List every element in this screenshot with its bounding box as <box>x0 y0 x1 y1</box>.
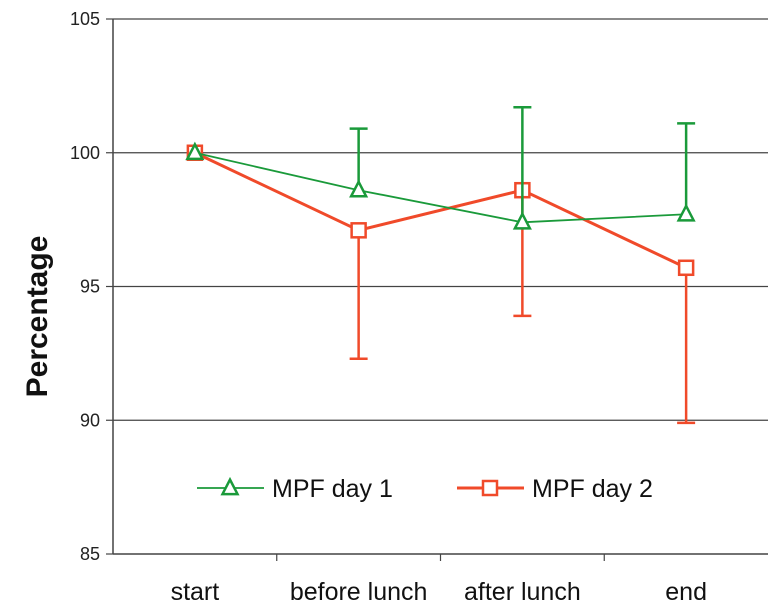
legend-marker-mpf-day-2 <box>481 479 499 497</box>
y-tick-label-95: 95 <box>80 277 100 297</box>
x-tick-label-2: before lunch <box>290 578 428 606</box>
data-point-mpf-day-1-1 <box>185 141 205 161</box>
x-tick-label-1: start <box>171 578 220 606</box>
series-mpf-day-2 <box>186 144 696 425</box>
x-tick-label-4: end <box>665 578 707 606</box>
data-point-mpf-day-1-3 <box>512 211 532 230</box>
data-point-mpf-day-2-2 <box>350 222 367 239</box>
legend: MPF day 1 MPF day 2 <box>197 475 653 503</box>
y-tick-label-100: 100 <box>70 143 100 163</box>
legend-marker-mpf-day-1 <box>220 476 240 496</box>
series-mpf-day-1 <box>185 106 696 230</box>
series-line-mpf-day-2 <box>194 151 687 270</box>
axes <box>106 18 768 561</box>
y-tick-label-90: 90 <box>80 410 100 430</box>
y-axis-label: Percentage <box>21 236 54 398</box>
data-point-mpf-day-1-2 <box>349 179 369 198</box>
legend-label-mpf-day-2: MPF day 2 <box>532 475 653 503</box>
y-tick-label-85: 85 <box>80 544 100 564</box>
y-tick-labels: 85 90 95 100 105 <box>70 9 100 564</box>
series-line-mpf-day-1 <box>194 151 687 224</box>
x-tick-label-3: after lunch <box>464 578 581 606</box>
legend-label-mpf-day-1: MPF day 1 <box>272 475 393 503</box>
x-category-labels: start before lunch after lunch end <box>171 578 707 606</box>
grid-lines <box>113 18 768 421</box>
y-tick-label-105: 105 <box>70 9 100 29</box>
data-point-mpf-day-2-4 <box>677 259 695 277</box>
plot-area <box>185 106 696 425</box>
data-point-mpf-day-1-4 <box>676 203 696 222</box>
